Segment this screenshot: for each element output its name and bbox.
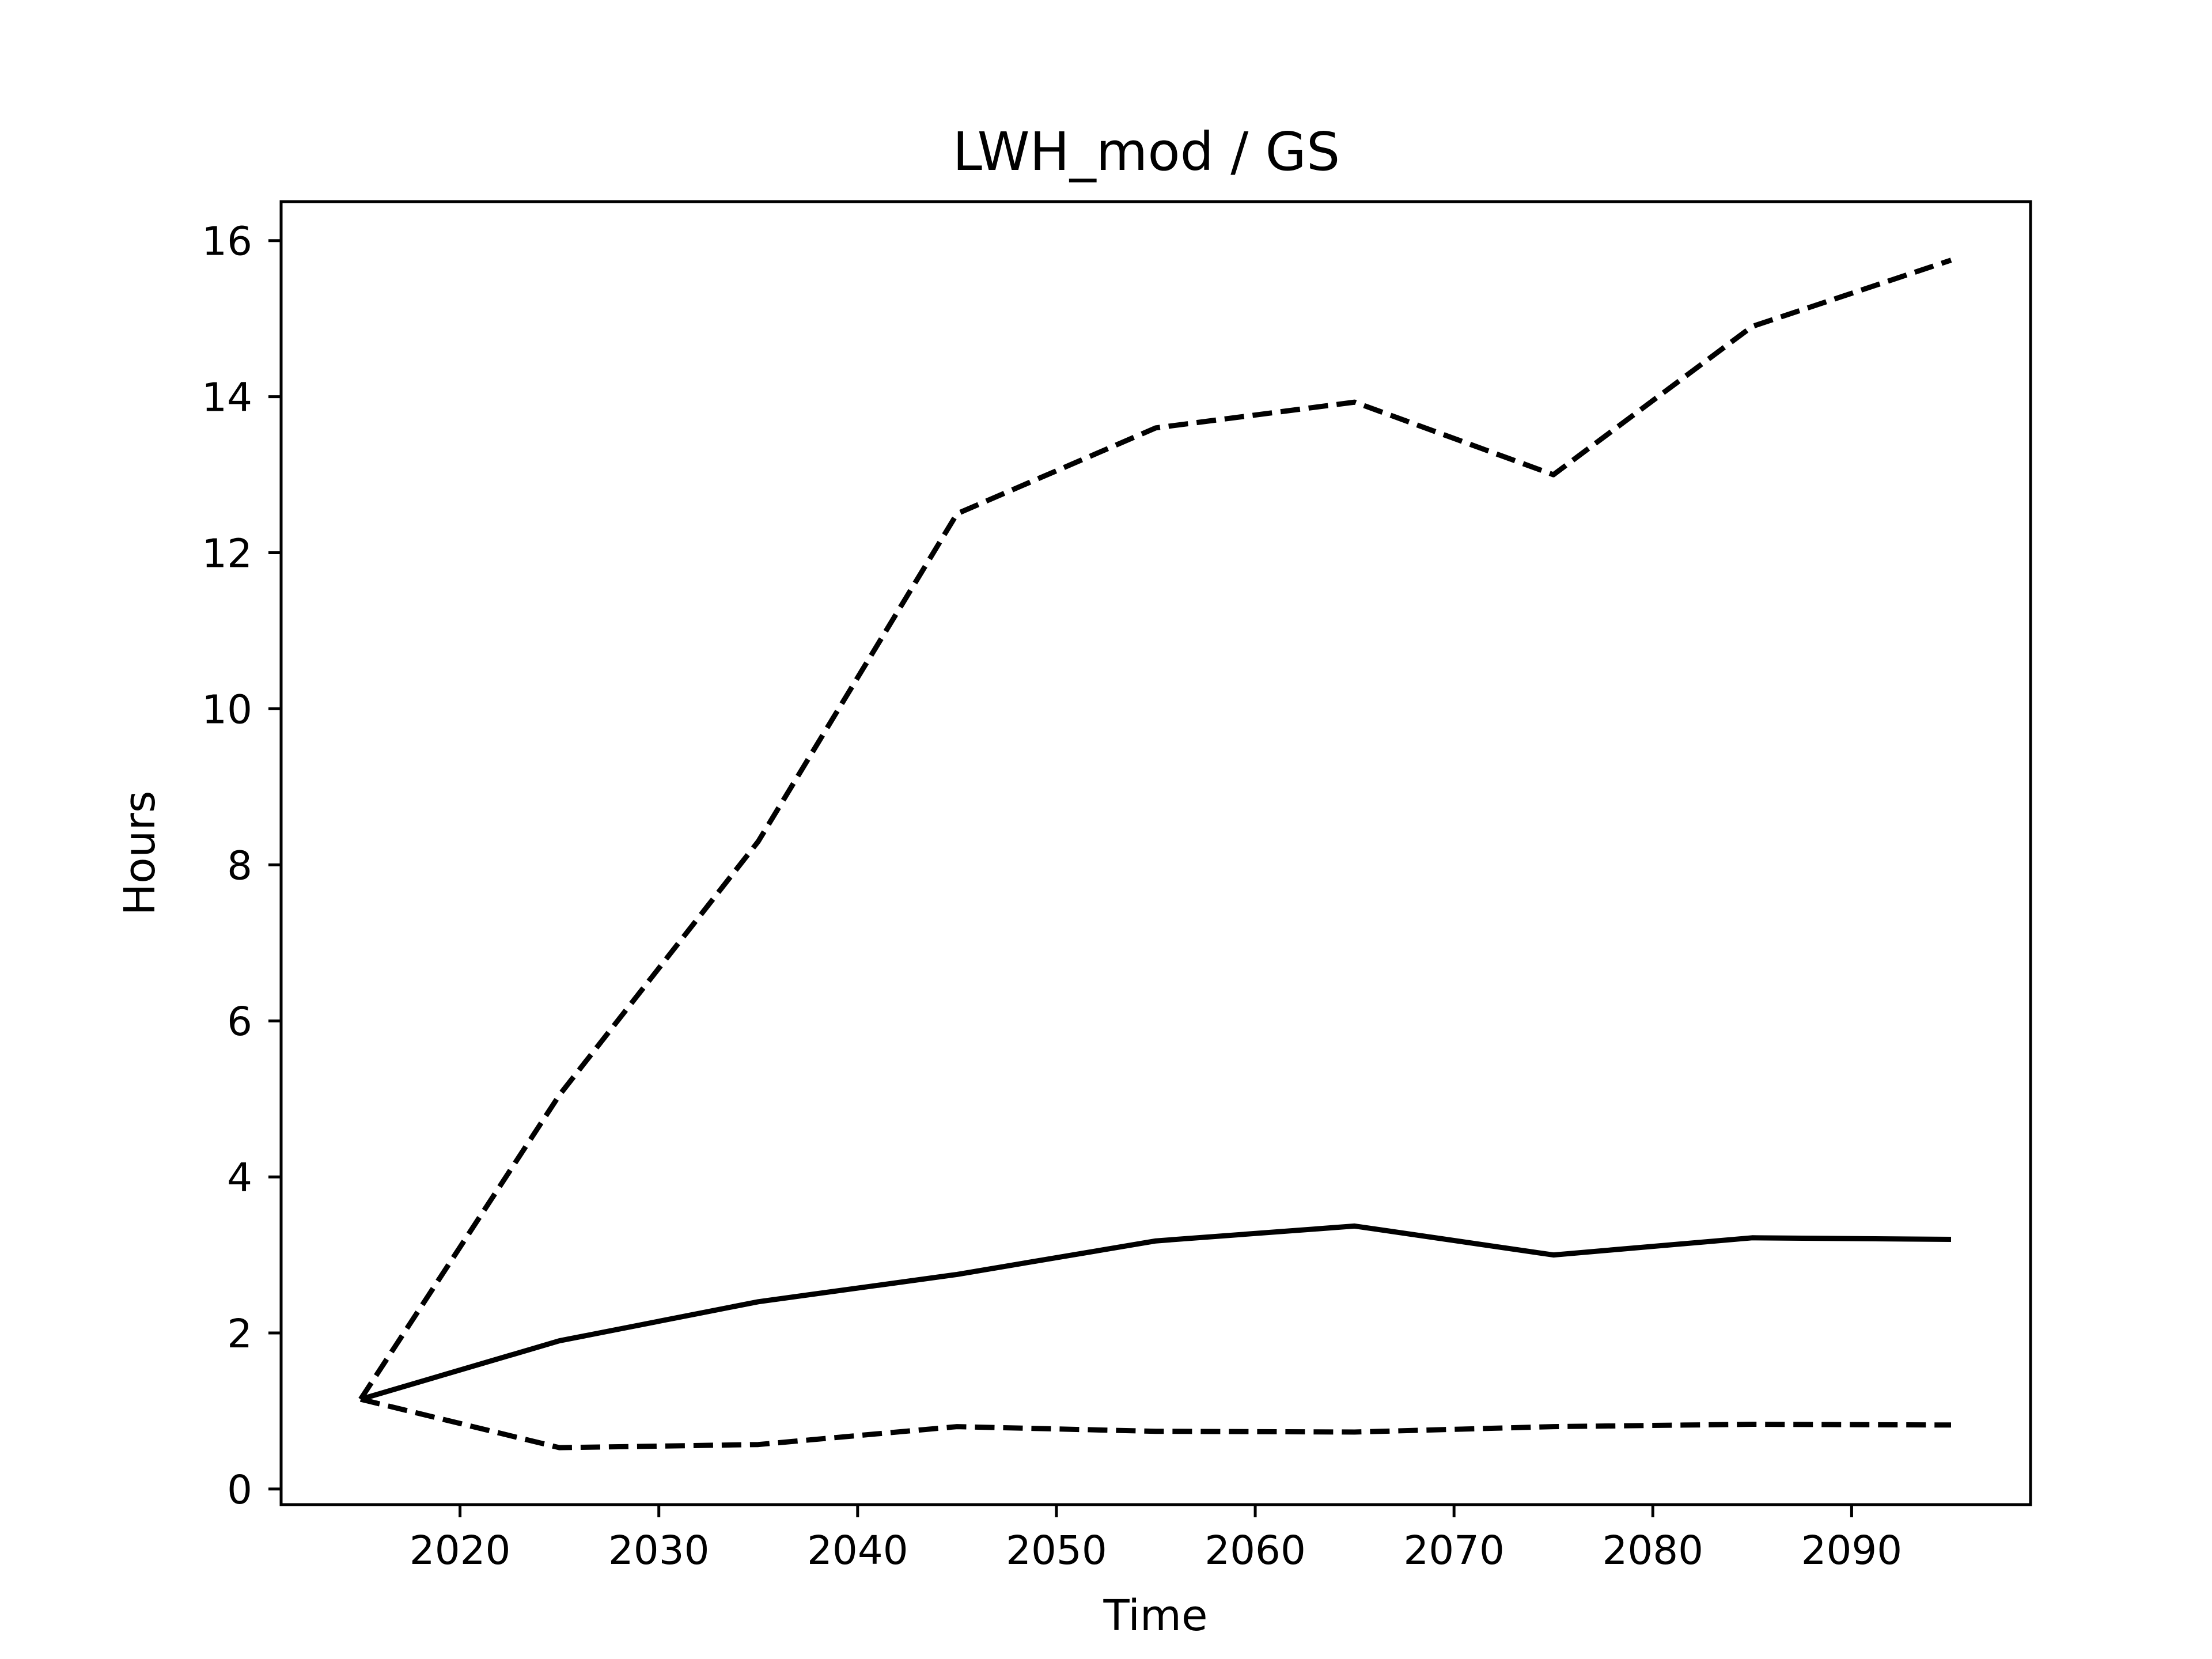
x-tick-label: 2080 bbox=[1602, 1528, 1703, 1574]
y-axis: 0 2 4 6 8 10 12 14 16 bbox=[202, 219, 281, 1513]
x-tick-label: 2060 bbox=[1205, 1528, 1306, 1574]
y-tick-label: 2 bbox=[227, 1311, 252, 1357]
y-tick-label: 6 bbox=[227, 999, 252, 1045]
series-layer bbox=[358, 257, 1952, 1450]
y-tick-label: 12 bbox=[202, 531, 252, 577]
series-line-1 bbox=[359, 1223, 1952, 1402]
x-tick-label: 2070 bbox=[1403, 1528, 1505, 1574]
series-line-3 bbox=[359, 1396, 1952, 1450]
y-tick-label: 8 bbox=[227, 843, 252, 889]
x-tick-label: 2030 bbox=[608, 1528, 710, 1574]
y-tick-label: 0 bbox=[227, 1467, 252, 1513]
y-tick-label: 14 bbox=[202, 375, 252, 421]
x-tick-label: 2090 bbox=[1801, 1528, 1903, 1574]
x-tick-label: 2020 bbox=[410, 1528, 511, 1574]
x-axis-label: Time bbox=[1103, 1591, 1207, 1641]
y-tick-label: 10 bbox=[202, 687, 252, 733]
x-tick-label: 2050 bbox=[1006, 1528, 1107, 1574]
x-tick-label: 2040 bbox=[807, 1528, 908, 1574]
y-tick-label: 16 bbox=[202, 219, 252, 265]
y-axis-label: Hours bbox=[115, 791, 165, 916]
chart-title: LWH_mod / GS bbox=[953, 121, 1340, 183]
plot-frame bbox=[279, 200, 2032, 1506]
y-tick-label: 4 bbox=[227, 1155, 252, 1201]
x-axis: 2020 2030 2040 2050 2060 2070 2080 2090 bbox=[410, 1505, 1902, 1574]
series-line-2 bbox=[358, 257, 1952, 1401]
